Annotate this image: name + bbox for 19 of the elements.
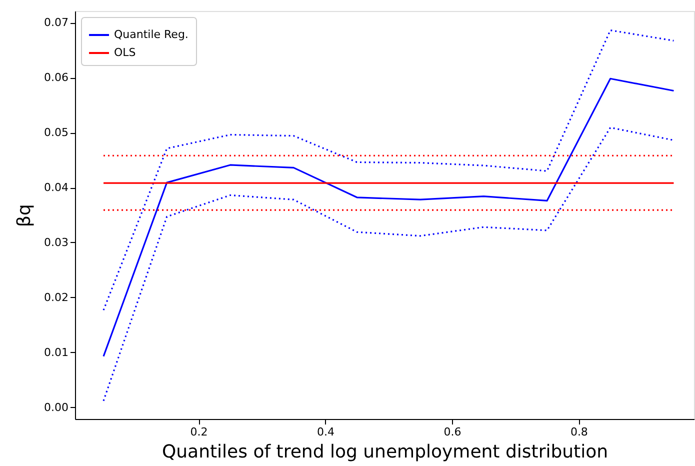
x-axis-title: Quantiles of trend log unemployment distribution bbox=[162, 442, 608, 462]
x-tick-label: 0.4 bbox=[317, 426, 335, 438]
x-tick-label: 0.8 bbox=[570, 426, 588, 438]
legend-label: OLS bbox=[114, 46, 136, 59]
y-tick-label: 0.01 bbox=[44, 346, 68, 359]
legend-label: Quantile Reg. bbox=[114, 28, 188, 41]
y-tick-label: 0.03 bbox=[44, 236, 68, 249]
line-series bbox=[102, 126, 675, 402]
y-tick-label: 0.07 bbox=[44, 16, 68, 30]
y-tick-label: 0.02 bbox=[44, 290, 68, 304]
y-axis-title: βq bbox=[14, 204, 36, 227]
line-series bbox=[102, 29, 675, 311]
x-tick-label: 0.2 bbox=[190, 426, 208, 438]
y-tick-label: 0.00 bbox=[44, 400, 68, 414]
x-tick-label: 0.6 bbox=[444, 426, 462, 438]
y-tick-label: 0.06 bbox=[44, 71, 68, 84]
y-tick-label: 0.05 bbox=[44, 126, 68, 140]
y-tick-label: 0.04 bbox=[44, 181, 68, 194]
line-series bbox=[102, 78, 675, 358]
